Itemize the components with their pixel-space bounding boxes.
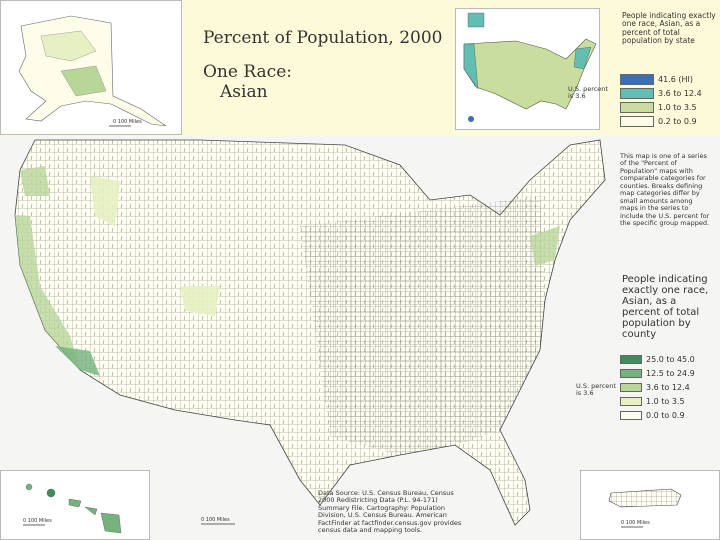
legend-label: 1.0 to 3.5 — [646, 396, 685, 406]
legend-item: 41.6 (HI) — [620, 72, 702, 86]
alaska-region — [40, 30, 97, 62]
legend-swatch — [620, 115, 654, 127]
note: This map is one of a series of the "Perc… — [620, 152, 710, 228]
legend-item: 3.6 to 12.4 — [620, 86, 702, 100]
legend-item: 25.0 to 45.0 — [620, 352, 695, 366]
source: Data Source: U.S. Census Bureau, Census … — [318, 489, 462, 535]
region — [90, 176, 220, 316]
legend-label: 1.0 to 3.5 — [658, 102, 697, 112]
legend-label: 41.6 (HI) — [658, 74, 693, 84]
legend-item: 1.0 to 3.5 — [620, 394, 695, 408]
region — [55, 346, 100, 376]
county-legend: 25.0 to 45.0 12.5 to 24.9 3.6 to 12.4 1.0 t… — [620, 352, 695, 422]
state — [463, 43, 479, 90]
state — [573, 46, 592, 70]
legend-swatch — [620, 87, 654, 99]
legend-swatch — [620, 410, 642, 420]
subtitle: One Race: — [203, 62, 292, 82]
legend-item: 12.5 to 24.9 — [620, 366, 695, 380]
island — [84, 506, 98, 516]
pr-map: 0 100 Miles — [608, 488, 682, 528]
legend-swatch — [620, 101, 654, 113]
legend-item: 1.0 to 3.5 — [620, 100, 702, 114]
puerto-rico-inset: 0 100 Miles — [580, 470, 720, 540]
us-percent: U.S. percent is 3.6 — [576, 382, 616, 398]
us-percent: U.S. percent is 3.6 — [568, 85, 608, 101]
legend-swatch — [620, 354, 642, 364]
scale-label: 0 100 Miles — [113, 119, 142, 125]
island — [100, 512, 122, 534]
state — [467, 12, 485, 28]
state-map — [463, 12, 597, 122]
island — [68, 498, 82, 508]
island — [46, 488, 56, 498]
county-map — [14, 139, 606, 526]
title: Percent of Population, 2000 — [203, 28, 443, 48]
scale: 0 100 Miles — [195, 512, 255, 532]
region — [20, 166, 50, 196]
legend-item: 0.2 to 0.9 — [620, 114, 702, 128]
alaska-region — [60, 65, 107, 97]
county-legend-title: People indicating exactly one race, Asia… — [622, 274, 709, 340]
county-lines — [609, 489, 681, 507]
subtitle: Asian — [220, 82, 268, 102]
legend-swatch — [620, 396, 642, 406]
state-legend-title: People indicating exactly one race, Asia… — [622, 11, 716, 45]
legend-swatch — [620, 382, 642, 392]
state-legend: 41.6 (HI) 3.6 to 12.4 1.0 to 3.5 0.2 to 0.9 — [620, 72, 702, 128]
legend-label: 3.6 to 12.4 — [646, 382, 690, 392]
legend-label: 0.0 to 0.9 — [646, 410, 685, 420]
us-states — [463, 38, 597, 110]
scale-label: 0 100 Miles — [201, 517, 230, 523]
hawaii-inset: 0 100 Miles — [0, 470, 150, 540]
alaska-inset: 0 100 Miles — [0, 0, 182, 135]
scale-label: 0 100 Miles — [23, 518, 52, 524]
legend-item: 3.6 to 12.4 — [620, 380, 695, 394]
legend-item: 0.0 to 0.9 — [620, 408, 695, 422]
legend-label: 0.2 to 0.9 — [658, 116, 697, 126]
island — [25, 483, 33, 491]
hawaii-map: 0 100 Miles — [23, 483, 122, 534]
region — [15, 215, 80, 370]
county-lines — [300, 196, 545, 455]
main-scale: 0 100 Miles — [201, 517, 235, 525]
legend-swatch — [620, 73, 654, 85]
legend-swatch — [620, 368, 642, 378]
alaska-map: 0 100 Miles — [18, 15, 167, 127]
legend-label: 12.5 to 24.9 — [646, 368, 695, 378]
scale-label: 0 100 Miles — [621, 520, 650, 526]
region — [530, 226, 560, 266]
legend-label: 3.6 to 12.4 — [658, 88, 702, 98]
state-map-inset — [455, 8, 600, 130]
legend-label: 25.0 to 45.0 — [646, 354, 695, 364]
state — [468, 116, 474, 122]
